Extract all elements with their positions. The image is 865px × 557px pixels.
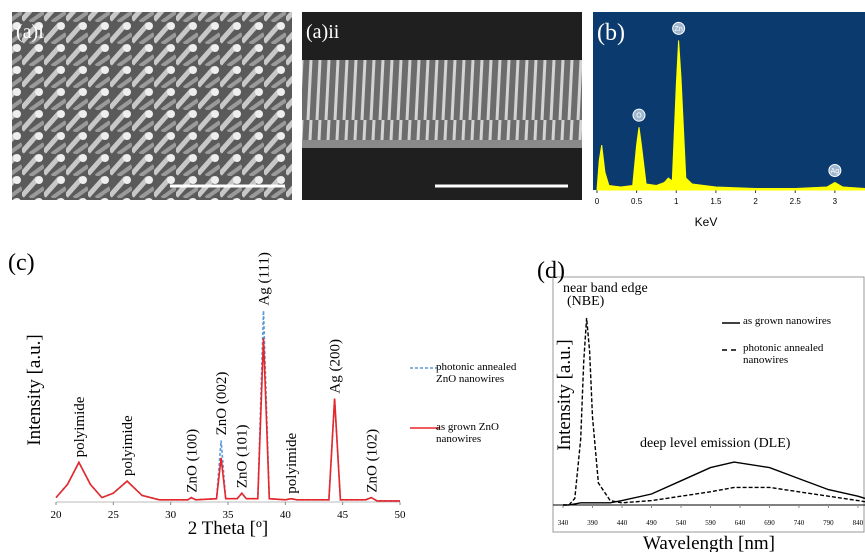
panel-label: (c): [8, 250, 35, 276]
x-axis-label: KeV: [695, 215, 718, 229]
x-tick-label: 790: [823, 519, 834, 527]
x-tick-label: 490: [646, 519, 657, 527]
x-tick-label: 25: [108, 509, 120, 521]
chart-panel: 340 390 440 490 540 590 640 690 740 790 840 (d) Wave…: [537, 258, 865, 552]
x-tick-label: 50: [395, 509, 407, 521]
legend-entry: as grown nanowires: [743, 315, 863, 345]
peak-annotation: ZnO (002): [214, 372, 230, 436]
y-axis-label: Intensity [a.u.]: [554, 339, 575, 450]
x-tick-label: 740: [794, 519, 805, 527]
peak-label: Zn: [675, 26, 683, 33]
legend-text: as grown nanowires: [743, 315, 863, 327]
panel-label: (a)ii: [306, 21, 340, 43]
peak-label: O: [636, 113, 642, 120]
x-axis-label: 2 Theta [º]: [188, 518, 268, 539]
peak-annotation: polyimide: [120, 415, 136, 476]
x-tick-label: 590: [705, 519, 716, 527]
chart-panel: 0 0.5 1 1.5 2 2.5 3 (b) KeV O Zn Ag: [593, 12, 865, 229]
x-tick-label: 0: [595, 197, 600, 206]
figure: (a)i (a)ii 0 0.5 1 1.5 2 2.5 3 (b) KeV O Zn Ag 20 25 3…: [0, 0, 865, 552]
legend-entry: as grown ZnO nanowires: [436, 421, 531, 466]
legend-text: photonic annealed ZnO nanowires: [436, 361, 531, 385]
legend-text: photonic annealed nanowires: [743, 342, 833, 366]
peak-annotation: polyimide: [72, 396, 88, 457]
x-tick-label: 0.5: [631, 197, 643, 206]
panel-label: (a)i: [16, 21, 44, 43]
x-tick-label: 20: [51, 509, 63, 521]
panel-label: (b): [597, 20, 625, 46]
x-tick-label: 340: [558, 519, 569, 527]
peak-annotation: ZnO (101): [235, 424, 251, 488]
peak-annotation: polyimide: [284, 433, 300, 494]
peak-annotation: Ag (111): [257, 252, 273, 305]
annotation: deep level emission (DLE): [640, 436, 791, 451]
annotation: (NBE): [567, 294, 605, 309]
sem-image: [302, 60, 582, 140]
x-tick-label: 440: [617, 519, 628, 527]
sem-image: [12, 12, 292, 200]
x-tick-label: 2.5: [790, 197, 802, 206]
x-tick-label: 1: [674, 197, 679, 206]
x-tick-label: 640: [735, 519, 746, 527]
x-tick-label: 690: [764, 519, 775, 527]
sem-image-top: (a)i: [12, 12, 292, 200]
peak-annotation: ZnO (100): [184, 429, 200, 493]
peak-annotation: Ag (200): [328, 339, 344, 394]
substrate: [302, 140, 582, 148]
y-axis-label: Intensity [a.u.]: [24, 334, 45, 445]
legend-entry: photonic annealed nanowires: [743, 342, 863, 372]
legend-entry: photonic annealed ZnO nanowires: [436, 361, 531, 406]
x-tick-label: 2: [753, 197, 758, 206]
peak-annotation: ZnO (102): [364, 429, 380, 493]
peak-label: Ag: [831, 168, 840, 175]
x-tick-label: 3: [833, 197, 838, 206]
sem-image-side: (a)ii: [302, 12, 582, 200]
plot-background: [593, 12, 865, 190]
panel-label: (d): [537, 258, 565, 284]
x-tick-label: 30: [165, 509, 177, 521]
x-tick-label: 540: [676, 519, 687, 527]
x-tick-label: 840: [853, 519, 864, 527]
x-tick-label: 45: [337, 509, 349, 521]
x-tick-label: 390: [587, 519, 598, 527]
x-axis-label: Wavelength [nm]: [643, 533, 775, 552]
x-tick-label: 40: [280, 509, 292, 521]
legend-text: as grown ZnO nanowires: [436, 421, 531, 445]
x-tick-label: 1.5: [710, 197, 722, 206]
